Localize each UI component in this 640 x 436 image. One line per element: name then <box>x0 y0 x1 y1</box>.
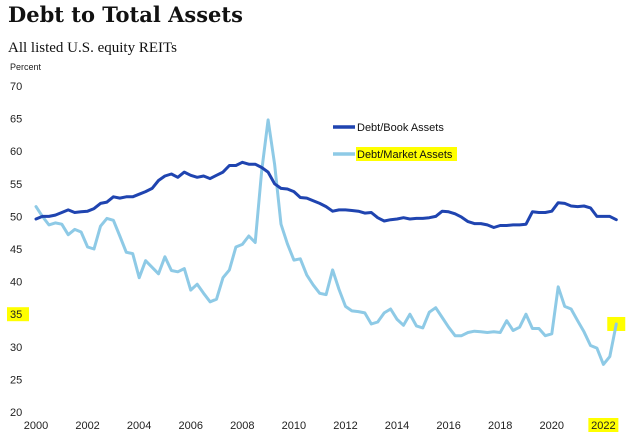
y-tick-label: 30 <box>10 342 22 354</box>
x-tick-label: 2022 <box>591 420 615 432</box>
y-axis-label: Percent <box>10 62 42 72</box>
x-tick-label: 2020 <box>540 420 564 432</box>
y-tick-label: 40 <box>10 277 22 289</box>
x-tick-label: 2018 <box>488 420 512 432</box>
legend-label-market-assets: Debt/Market Assets <box>357 149 453 161</box>
x-tick-label: 2010 <box>282 420 306 432</box>
y-tick-label: 55 <box>10 179 22 191</box>
legend-label-highlight <box>356 147 457 161</box>
series-line-book-assets <box>34 160 618 229</box>
x-tick-label: 2012 <box>333 420 357 432</box>
legend-label-book-assets: Debt/Book Assets <box>357 122 444 134</box>
chart-subtitle: All listed U.S. equity REITs <box>8 40 177 56</box>
y-axis-ticks: 20 25 30 35 40 45 50 55 60 65 70 <box>7 81 29 419</box>
series-lines <box>34 118 626 366</box>
y-tick-label: 20 <box>10 407 22 419</box>
y-tick-label: 70 <box>10 81 22 93</box>
legend: Debt/Book Assets Debt/Market Assets <box>333 122 457 161</box>
x-axis-ticks: 2000 2002 2004 2006 2008 2010 2012 2014 2016 2018… <box>24 418 619 432</box>
x-tick-label: 2014 <box>385 420 409 432</box>
y-tick-label: 35 <box>10 309 22 321</box>
x-tick-label: 2004 <box>127 420 151 432</box>
y-tick-label: 45 <box>10 244 22 256</box>
x-tick-highlight <box>588 418 619 432</box>
y-tick-label: 25 <box>10 374 22 386</box>
x-tick-label: 2006 <box>178 420 202 432</box>
x-tick-label: 2016 <box>436 420 460 432</box>
series-line-market-assets <box>34 118 618 366</box>
y-tick-label: 50 <box>10 211 22 223</box>
y-tick-label: 60 <box>10 146 22 158</box>
y-tick-highlight <box>7 307 29 322</box>
x-tick-label: 2000 <box>24 420 48 432</box>
x-tick-label: 2008 <box>230 420 254 432</box>
chart-title: Debt to Total Assets <box>8 2 243 27</box>
x-tick-label: 2002 <box>75 420 99 432</box>
y-tick-label: 65 <box>10 114 22 126</box>
